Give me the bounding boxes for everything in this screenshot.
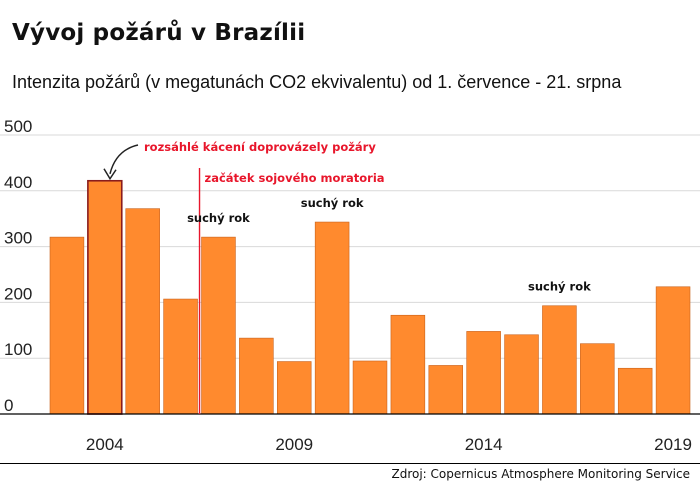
y-tick-label: 400 [4,173,32,192]
chart-subtitle: Intenzita požárů (v megatunách CO2 ekviv… [12,72,622,92]
x-tick-label: 2009 [275,435,313,454]
annotation-arrowhead [103,168,117,181]
annotation-dry-year: suchý rok [528,280,591,294]
bar-2004 [87,179,123,415]
annotation-dry-year: suchý rok [301,196,364,210]
bar-2010 [314,221,350,415]
y-tick-label: 0 [4,396,13,415]
source-note: Zdroj: Copernicus Atmosphere Monitoring … [391,467,691,481]
bar-2007 [201,236,236,415]
bar-2014 [466,331,501,415]
bar-2015 [504,334,539,415]
bar-2011 [352,360,388,415]
bar-2017 [580,343,615,415]
bar-2009 [276,361,312,415]
bar-2006 [163,298,198,415]
bar-2012 [390,314,426,415]
bar-2019 [655,286,691,415]
annotation-dry-year: suchý rok [187,211,250,225]
annotation-deforestation: rozsáhlé kácení doprovázely požáry [144,140,376,154]
y-tick-label: 500 [4,117,32,136]
bar-2008 [239,337,274,415]
footer-divider [0,463,700,464]
y-tick-label: 300 [4,229,32,248]
x-tick-label: 2019 [654,435,692,454]
bar-2003 [49,236,85,415]
x-tick-label: 2014 [465,435,503,454]
bar-2005 [125,208,160,415]
x-tick-label: 2004 [86,435,124,454]
chart-title: Vývoj požárů v Brazílii [12,20,306,46]
bar-chart: 0 100 200 300 400 500 2004 2009 2014 2019 rozsáhlé… [0,117,700,454]
annotation-arrow [109,144,139,174]
y-tick-label: 200 [4,284,32,303]
bar-2018 [617,367,653,415]
bar-2013 [428,365,464,415]
y-tick-label: 100 [4,340,32,359]
annotation-soy-moratorium: začátek sojového moratoria [205,171,385,185]
bar-2016 [542,305,577,415]
